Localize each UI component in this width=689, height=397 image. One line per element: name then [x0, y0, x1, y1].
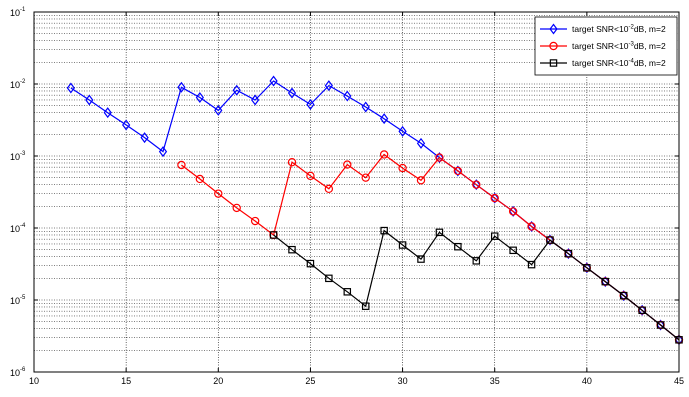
circle-marker — [214, 189, 223, 198]
circle-marker — [287, 158, 297, 167]
y-tick-label: 10 — [10, 8, 20, 18]
diamond-marker — [269, 75, 278, 87]
square-marker — [288, 245, 296, 254]
square-marker — [343, 288, 352, 296]
x-tick-label: 40 — [582, 376, 592, 386]
series-layer — [66, 75, 684, 346]
circle-marker — [490, 193, 499, 203]
x-tick-label: 25 — [305, 376, 315, 386]
diamond-marker — [66, 82, 75, 94]
circle-marker — [232, 203, 241, 213]
y-tick-exponent: -6 — [20, 367, 26, 373]
square-marker — [638, 306, 646, 315]
circle-marker — [177, 160, 186, 170]
y-tick-label: 10 — [10, 224, 20, 234]
diamond-marker — [435, 152, 444, 164]
circle-marker — [195, 174, 205, 184]
x-tick-label: 20 — [213, 376, 223, 386]
diamond-marker — [214, 104, 223, 116]
circle-marker — [527, 222, 536, 231]
square-marker — [454, 242, 462, 251]
square-marker — [619, 291, 628, 300]
circle-marker — [250, 216, 260, 226]
square-marker — [269, 231, 278, 239]
y-tick-label: 10 — [10, 368, 20, 378]
legend-box — [534, 16, 678, 76]
circle-marker — [324, 184, 334, 194]
circle-marker — [453, 166, 463, 176]
x-tick-label: 10 — [29, 376, 39, 386]
diamond-marker — [122, 119, 131, 131]
diamond-marker — [251, 94, 260, 106]
circle-marker — [549, 41, 558, 51]
square-marker — [490, 232, 499, 240]
x-tick-label: 30 — [398, 376, 408, 386]
square-marker — [306, 259, 315, 268]
square-marker — [527, 260, 536, 269]
y-tick-exponent: -5 — [20, 295, 26, 301]
diamond-marker — [140, 132, 149, 144]
y-tick-label: 10 — [10, 80, 20, 90]
square-marker — [583, 264, 591, 272]
diamond-marker — [103, 107, 112, 119]
diamond-marker — [398, 125, 407, 137]
y-axis: 10-610-510-410-310-210-1 — [10, 7, 679, 378]
circle-marker — [472, 180, 481, 189]
diamond-marker — [158, 146, 168, 158]
y-tick-label: 10 — [10, 152, 20, 162]
diamond-marker — [416, 137, 426, 149]
series-line — [273, 229, 680, 341]
diamond-marker — [287, 87, 297, 99]
square-marker — [361, 302, 370, 310]
square-marker — [601, 277, 610, 286]
circle-marker — [306, 171, 315, 181]
series-square — [269, 226, 683, 344]
legend-entry: target SNR<10-3dB, m=2 — [572, 41, 666, 51]
y-tick-label: 10 — [10, 296, 20, 306]
legend: target SNR<10-2dB, m=2 target SNR<10-3dB,… — [534, 16, 678, 76]
diamond-marker — [380, 113, 389, 125]
x-tick-label: 15 — [121, 376, 131, 386]
circle-marker — [361, 173, 370, 182]
legend-entry: target SNR<10-4dB, m=2 — [572, 58, 666, 68]
square-marker — [509, 246, 517, 255]
legend-entry: target SNR<10-2dB, m=2 — [572, 24, 666, 34]
square-marker — [325, 274, 333, 283]
square-marker — [546, 236, 554, 244]
square-marker — [656, 321, 665, 329]
y-tick-exponent: -4 — [20, 223, 26, 229]
x-tick-label: 45 — [674, 376, 684, 386]
circle-marker — [435, 153, 444, 162]
square-marker — [380, 226, 388, 235]
y-tick-exponent: -1 — [20, 7, 26, 13]
circle-marker — [416, 176, 426, 185]
circle-marker — [398, 163, 407, 173]
square-marker — [472, 257, 481, 265]
y-tick-exponent: -3 — [20, 151, 26, 157]
diamond-marker — [343, 90, 352, 102]
square-marker — [417, 255, 425, 263]
square-marker — [549, 59, 558, 67]
diamond-marker — [324, 80, 333, 92]
square-marker — [564, 249, 573, 258]
diamond-marker — [232, 84, 241, 96]
x-tick-label: 35 — [490, 376, 500, 386]
y-tick-exponent: -2 — [20, 79, 26, 85]
diamond-marker — [85, 94, 94, 106]
square-marker — [435, 228, 444, 237]
circle-marker — [508, 207, 518, 216]
diamond-marker — [549, 23, 558, 35]
diamond-marker — [195, 91, 204, 103]
x-axis: 10 15 20 25 30 35 40 45 — [29, 12, 684, 386]
diamond-marker — [361, 101, 370, 113]
circle-marker — [343, 160, 352, 169]
diamond-marker — [177, 81, 186, 93]
plot-frame — [33, 11, 680, 373]
diamond-marker — [306, 98, 315, 110]
square-marker — [398, 241, 407, 249]
circle-marker — [379, 150, 389, 159]
